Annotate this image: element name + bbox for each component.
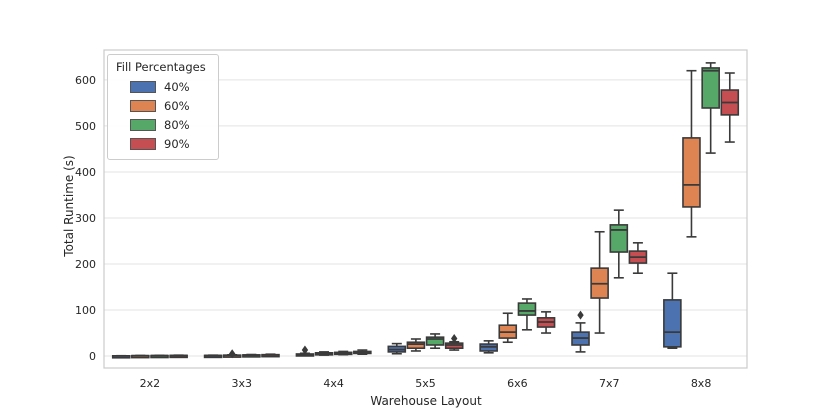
x-tick-label: 6x6 — [507, 377, 528, 390]
outlier-diamond — [577, 310, 584, 320]
legend-item-80%: 80% — [116, 115, 206, 134]
box-40%-8x8 — [663, 299, 682, 348]
plot-border — [103, 49, 748, 369]
y-tick-label: 100 — [75, 304, 96, 317]
legend-items: 40% 60% 80% 90% — [116, 77, 206, 153]
legend: Fill Percentages 40% 60% 80% 90% — [107, 54, 219, 160]
legend-swatch-icon — [130, 118, 156, 131]
legend-label: 60% — [164, 98, 190, 113]
y-tick-label: 500 — [75, 120, 96, 133]
outlier-diamond — [301, 345, 309, 355]
x-tick-label: 3x3 — [232, 377, 253, 390]
legend-item-90%: 90% — [116, 134, 206, 153]
y-tick-label: 0 — [89, 350, 96, 363]
y-tick-label: 200 — [75, 258, 96, 271]
legend-item-60%: 60% — [116, 96, 206, 115]
x-tick-label: 2x2 — [140, 377, 161, 390]
y-tick-label: 400 — [75, 166, 96, 179]
box-60%-8x8 — [682, 137, 701, 208]
legend-title: Fill Percentages — [116, 60, 206, 74]
legend-swatch-icon — [130, 137, 156, 150]
x-tick-label: 8x8 — [691, 377, 712, 390]
box-80%-7x7 — [609, 224, 629, 253]
box-80%-8x8 — [701, 67, 720, 109]
legend-item-40%: 40% — [116, 77, 206, 96]
x-tick-label: 7x7 — [599, 377, 620, 390]
legend-label: 90% — [164, 136, 190, 151]
outlier-diamond — [228, 349, 236, 359]
box-80%-5x5 — [425, 336, 445, 346]
legend-label: 80% — [164, 117, 190, 132]
y-tick-label: 300 — [75, 212, 96, 225]
box-60%-5x5 — [406, 341, 426, 350]
y-axis-label: Total Runtime (s) — [62, 155, 76, 257]
x-axis-label: Warehouse Layout — [370, 394, 482, 408]
legend-label: 40% — [164, 79, 190, 94]
box-80%-6x6 — [517, 302, 537, 316]
y-tick-label: 600 — [75, 74, 96, 87]
outlier-diamond — [451, 334, 458, 344]
x-tick-label: 4x4 — [323, 377, 344, 390]
legend-swatch-icon — [130, 99, 156, 112]
legend-swatch-icon — [130, 80, 156, 93]
x-tick-label: 5x5 — [415, 377, 436, 390]
